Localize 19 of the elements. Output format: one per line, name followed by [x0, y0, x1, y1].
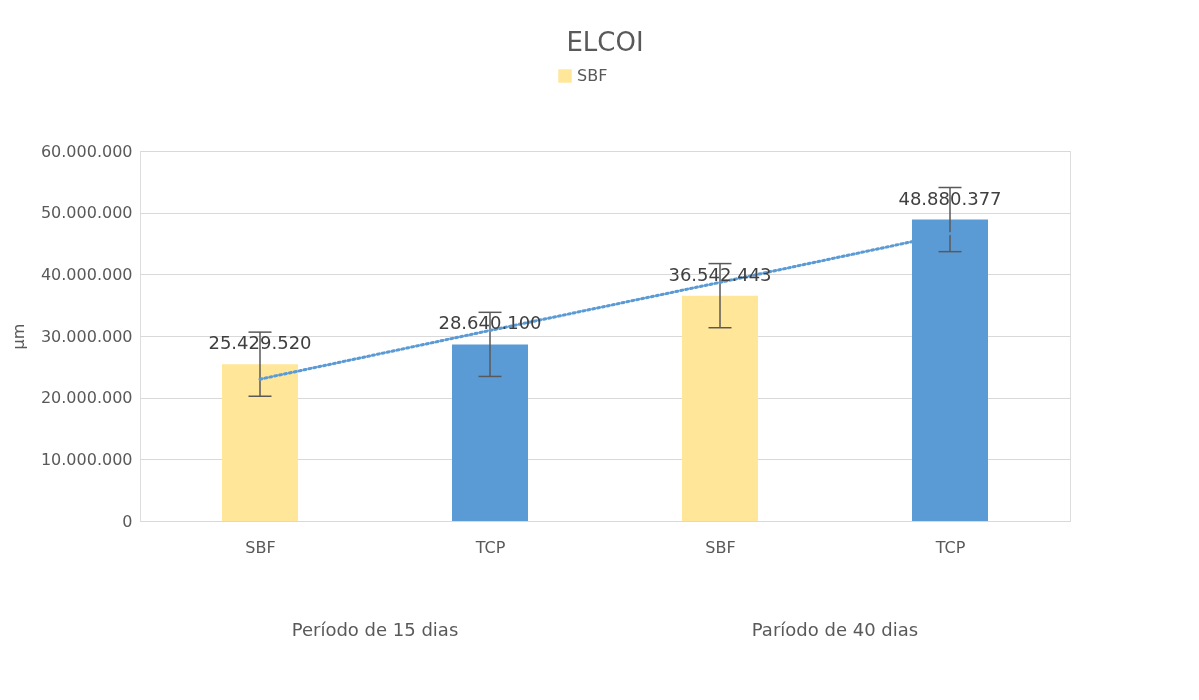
y-tick-label: 50.000.000	[40, 203, 133, 223]
chart-title: ELCOI	[566, 27, 644, 57]
y-tick-label: 10.000.000	[40, 449, 133, 469]
y-tick-label: 30.000.000	[40, 326, 133, 346]
y-tick-label: 40.000.000	[40, 264, 133, 284]
y-tick-label: 20.000.000	[40, 388, 133, 408]
x-tick-label: TCP	[934, 537, 966, 557]
x-tick-label: TCP	[474, 537, 506, 557]
bar	[682, 295, 758, 521]
text: Paríodo de 40 dias	[751, 619, 919, 640]
text: Período de 15 dias	[291, 619, 459, 640]
y-tick-label: 60.000.000	[40, 141, 133, 161]
x-tick-label: SBF	[245, 537, 276, 557]
legend-label: SBF	[577, 66, 608, 85]
bar	[222, 364, 298, 521]
x-tick-label: SBF	[705, 537, 736, 557]
y-tick-label: 0	[122, 511, 133, 531]
y-axis-title: µm	[8, 323, 28, 350]
bar	[452, 344, 528, 521]
